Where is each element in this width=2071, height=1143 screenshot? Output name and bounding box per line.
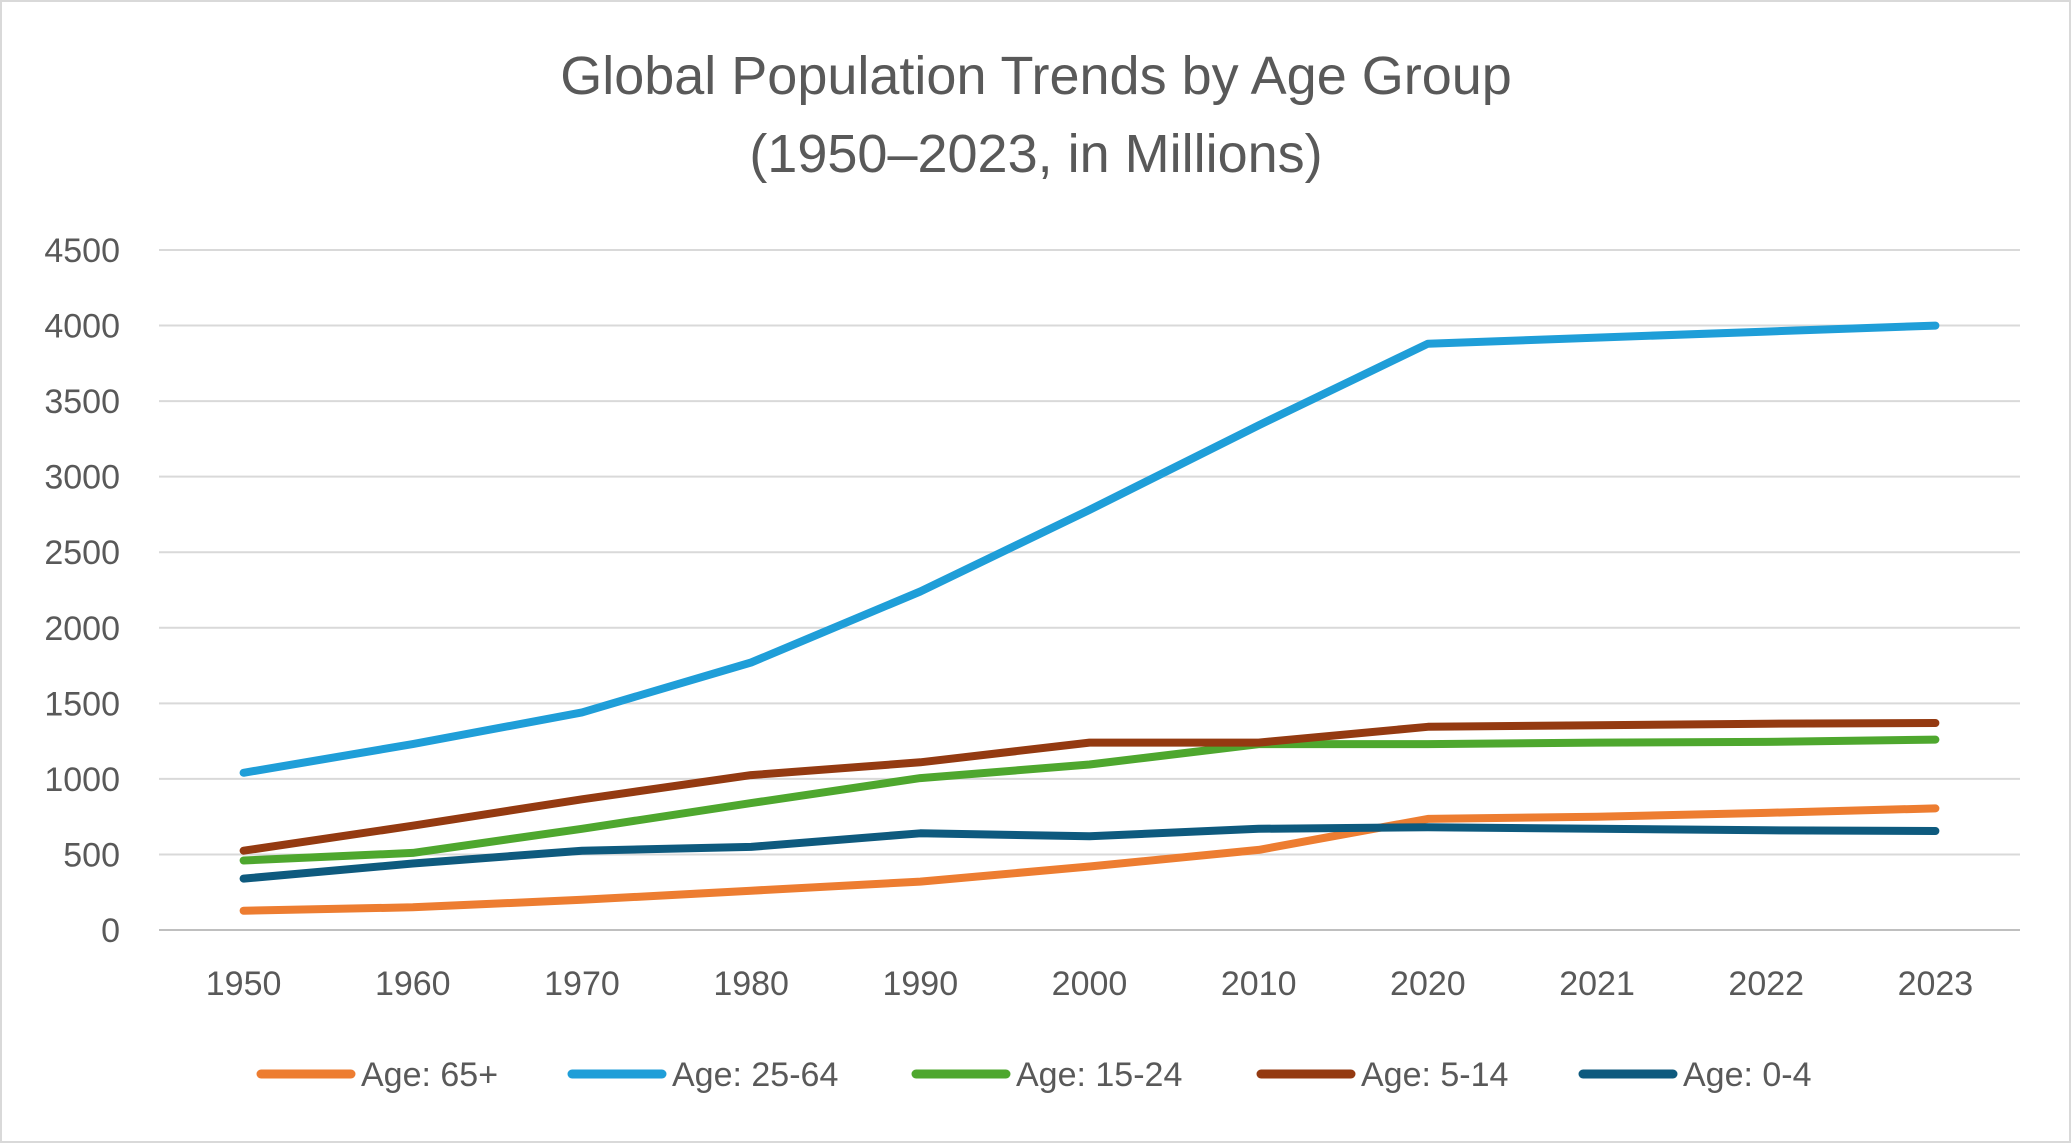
- legend-label: Age: 15-24: [1016, 1056, 1182, 1094]
- y-axis-tick-labels: 0 500 1000 1500 2000 2500 3000 3500 4000 4500: [44, 232, 120, 950]
- x-tick-label: 1990: [882, 965, 958, 1003]
- x-tick-label: 1980: [713, 965, 789, 1003]
- x-tick-label: 1970: [544, 965, 620, 1003]
- chart-title-line-2: (1950–2023, in Millions): [749, 124, 1322, 184]
- x-tick-label: 2020: [1390, 965, 1466, 1003]
- y-tick-label: 3000: [44, 459, 120, 497]
- y-tick-label: 2000: [44, 610, 120, 648]
- legend-label: Age: 0-4: [1683, 1056, 1812, 1094]
- x-tick-label: 2023: [1898, 965, 1974, 1003]
- gridlines: [159, 249, 2020, 931]
- y-tick-label: 4500: [44, 232, 120, 270]
- y-tick-label: 3500: [44, 383, 120, 421]
- series-line-age-65-: [239, 804, 1940, 915]
- series-line-age-5-14: [239, 719, 1940, 855]
- series-lines: [239, 321, 1940, 915]
- legend: Age: 65+ Age: 25-64 Age: 15-24 Age: 5-14 Age…: [256, 1056, 1812, 1094]
- x-tick-label: 2021: [1559, 965, 1635, 1003]
- y-tick-label: 4000: [44, 308, 120, 346]
- x-tick-label: 1950: [206, 965, 282, 1003]
- series-line-age-25-64: [239, 321, 1940, 777]
- legend-label: Age: 5-14: [1361, 1056, 1508, 1094]
- series-line-age-15-24: [239, 735, 1940, 865]
- chart-title-line-1: Global Population Trends by Age Group: [560, 46, 1512, 106]
- x-tick-label: 2000: [1052, 965, 1128, 1003]
- x-tick-label: 2022: [1728, 965, 1804, 1003]
- legend-label: Age: 65+: [361, 1056, 498, 1094]
- y-tick-label: 0: [101, 912, 120, 950]
- y-tick-label: 1000: [44, 761, 120, 799]
- series-line-age-0-4: [239, 823, 1940, 883]
- y-tick-label: 1500: [44, 685, 120, 723]
- x-tick-label: 2010: [1221, 965, 1297, 1003]
- y-tick-label: 500: [63, 836, 120, 874]
- x-axis-tick-labels: 1950 1960 1970 1980 1990 2000 2010 2020 2021 2022…: [206, 965, 1973, 1003]
- y-tick-label: 2500: [44, 534, 120, 572]
- legend-label: Age: 25-64: [672, 1056, 838, 1094]
- x-tick-label: 1960: [375, 965, 451, 1003]
